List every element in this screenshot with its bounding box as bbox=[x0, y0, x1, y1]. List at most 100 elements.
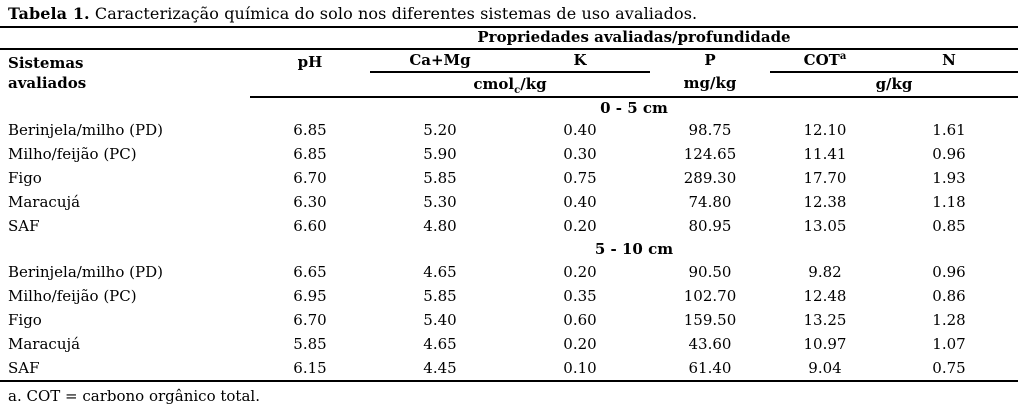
cell-n: 0.85 bbox=[932, 217, 966, 236]
row-label: SAF bbox=[0, 357, 250, 382]
cell-cot: 12.38 bbox=[803, 193, 847, 212]
cell-p: 80.95 bbox=[688, 217, 732, 236]
table-row: Figo 6.70 5.85 0.75 289.30 17.70 1.93 bbox=[0, 167, 1018, 191]
cell-cot: 12.48 bbox=[803, 287, 847, 306]
row-label: Figo bbox=[8, 311, 42, 330]
cell-n: 0.96 bbox=[932, 145, 966, 164]
row-label: Berinjela/milho (PD) bbox=[8, 121, 163, 140]
column-header-ph: pH bbox=[250, 49, 370, 98]
cell-n: 1.93 bbox=[932, 169, 966, 188]
cell-ph: 6.30 bbox=[293, 193, 327, 212]
row-label: SAF bbox=[8, 217, 40, 236]
depth-section-row: 0 - 5 cm bbox=[0, 97, 1018, 119]
table-caption: Tabela 1. Caracterização química do solo… bbox=[0, 0, 1018, 26]
cell-camg: 4.65 bbox=[423, 335, 457, 354]
cell-ph: 6.15 bbox=[250, 357, 370, 382]
cell-cot: 17.70 bbox=[803, 169, 847, 188]
table-row: Berinjela/milho (PD) 6.65 4.65 0.20 90.5… bbox=[0, 261, 1018, 285]
cell-k: 0.30 bbox=[563, 145, 597, 164]
table-row: Maracujá 6.30 5.30 0.40 74.80 12.38 1.18 bbox=[0, 191, 1018, 215]
row-label: Maracujá bbox=[8, 335, 81, 354]
column-header-cot: COTa bbox=[770, 49, 880, 73]
cell-ph: 6.95 bbox=[293, 287, 327, 306]
cell-n: 1.61 bbox=[932, 121, 966, 140]
cell-camg: 5.20 bbox=[423, 121, 457, 140]
table-row: Berinjela/milho (PD) 6.85 5.20 0.40 98.7… bbox=[0, 119, 1018, 143]
row-label: Figo bbox=[8, 169, 42, 188]
cell-ph: 6.85 bbox=[293, 145, 327, 164]
cell-ph: 6.70 bbox=[293, 169, 327, 188]
row-label: Milho/feijão (PC) bbox=[8, 287, 137, 306]
cell-p: 98.75 bbox=[688, 121, 732, 140]
table-row: Milho/feijão (PC) 6.85 5.90 0.30 124.65 … bbox=[0, 143, 1018, 167]
group-header-spacer bbox=[0, 27, 250, 50]
cell-k: 0.10 bbox=[510, 357, 650, 382]
group-header: Propriedades avaliadas/profundidade bbox=[250, 27, 1018, 50]
table-row: SAF 6.60 4.80 0.20 80.95 13.05 0.85 bbox=[0, 215, 1018, 239]
table-row: Maracujá 5.85 4.65 0.20 43.60 10.97 1.07 bbox=[0, 333, 1018, 357]
cell-p: 61.40 bbox=[650, 357, 770, 382]
cell-cot: 13.25 bbox=[803, 311, 847, 330]
column-header-p: P bbox=[704, 51, 716, 70]
column-header-k: K bbox=[510, 49, 650, 73]
row-label: Milho/feijão (PC) bbox=[8, 145, 137, 164]
table-caption-number: Tabela 1. bbox=[8, 4, 90, 23]
cell-p: 90.50 bbox=[688, 263, 732, 282]
cell-camg: 5.30 bbox=[423, 193, 457, 212]
table-row: Milho/feijão (PC) 6.95 5.85 0.35 102.70 … bbox=[0, 285, 1018, 309]
table-row: SAF 6.15 4.45 0.10 61.40 9.04 0.75 bbox=[0, 357, 1018, 382]
row-header-line2: avaliados bbox=[8, 74, 87, 92]
table-footnote: a. COT = carbono orgânico total. bbox=[8, 387, 260, 405]
depth-section-spacer bbox=[0, 97, 250, 119]
cell-p: 159.50 bbox=[683, 311, 737, 330]
depth-section-row: 5 - 10 cm bbox=[0, 239, 1018, 261]
cell-k: 0.20 bbox=[563, 335, 597, 354]
cell-ph: 6.85 bbox=[293, 121, 327, 140]
cell-cot: 12.10 bbox=[803, 121, 847, 140]
cell-ph: 6.60 bbox=[293, 217, 327, 236]
cell-k: 0.40 bbox=[563, 193, 597, 212]
unit-cmolc-kg: cmolc/kg bbox=[370, 72, 650, 98]
depth-section-spacer bbox=[0, 239, 250, 261]
cell-ph: 5.85 bbox=[293, 335, 327, 354]
table-row: Figo 6.70 5.40 0.60 159.50 13.25 1.28 bbox=[0, 309, 1018, 333]
row-header-sistemas-avaliados: Sistemas avaliados bbox=[0, 49, 250, 97]
cell-camg: 4.45 bbox=[370, 357, 510, 382]
cell-p: 74.80 bbox=[688, 193, 732, 212]
units-row: cmolc/kg mg/kg g/kg bbox=[0, 72, 1018, 98]
cell-camg: 5.90 bbox=[423, 145, 457, 164]
cell-cot: 10.97 bbox=[803, 335, 847, 354]
cell-p: 124.65 bbox=[683, 145, 737, 164]
cell-camg: 4.65 bbox=[423, 263, 457, 282]
cell-k: 0.20 bbox=[563, 217, 597, 236]
soil-characterization-table: Propriedades avaliadas/profundidade Sist… bbox=[0, 26, 1018, 382]
cell-n: 1.18 bbox=[932, 193, 966, 212]
cell-p: 102.70 bbox=[683, 287, 737, 306]
depth-section-header: 5 - 10 cm bbox=[594, 240, 674, 259]
depth-section-header: 0 - 5 cm bbox=[600, 98, 668, 117]
cell-camg: 5.40 bbox=[423, 311, 457, 330]
cell-k: 0.75 bbox=[563, 169, 597, 188]
cell-cot: 9.04 bbox=[770, 357, 880, 382]
cell-k: 0.40 bbox=[563, 121, 597, 140]
cell-cot: 13.05 bbox=[803, 217, 847, 236]
group-header-row: Propriedades avaliadas/profundidade bbox=[0, 27, 1018, 50]
cell-ph: 6.70 bbox=[293, 311, 327, 330]
column-header-row: Sistemas avaliados pH Ca+Mg K P COTa N bbox=[0, 49, 1018, 98]
cell-k: 0.35 bbox=[563, 287, 597, 306]
cell-camg: 5.85 bbox=[423, 287, 457, 306]
cell-p: 289.30 bbox=[683, 169, 737, 188]
unit-mg-kg: mg/kg bbox=[650, 72, 770, 98]
cell-cot: 11.41 bbox=[803, 145, 847, 164]
row-label: Maracujá bbox=[8, 193, 81, 212]
cell-camg: 4.80 bbox=[423, 217, 457, 236]
cell-n: 0.96 bbox=[932, 263, 966, 282]
row-label: Berinjela/milho (PD) bbox=[8, 263, 163, 282]
unit-g-kg: g/kg bbox=[770, 72, 1018, 98]
cell-n: 0.75 bbox=[880, 357, 1018, 382]
column-header-camg: Ca+Mg bbox=[370, 49, 510, 73]
cell-k: 0.60 bbox=[563, 311, 597, 330]
cell-n: 1.28 bbox=[932, 311, 966, 330]
cell-cot: 9.82 bbox=[808, 263, 842, 282]
